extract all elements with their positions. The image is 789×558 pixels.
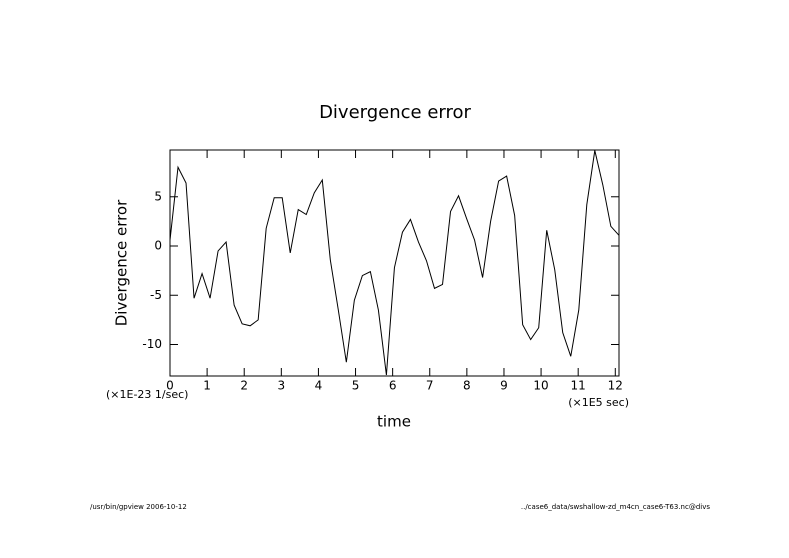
x-tick-label: 4 [315, 379, 323, 393]
x-tick-label: 0 [166, 379, 174, 393]
x-tick-label: 2 [240, 379, 248, 393]
x-tick-label: 12 [608, 379, 623, 393]
x-unit: (×1E5 sec) [568, 396, 629, 409]
x-tick-label: 11 [571, 379, 586, 393]
x-tick-label: 8 [463, 379, 471, 393]
data-line [169, 150, 620, 376]
x-tick-label: 9 [500, 379, 508, 393]
y-tick-label: -5 [150, 288, 162, 302]
footer-right: ../case6_data/swshallow-zd_m4cn_case6-T6… [521, 503, 710, 511]
y-tick-label: 0 [154, 239, 162, 253]
y-axis-label: Divergence error [113, 199, 131, 326]
y-tick-label: -10 [142, 337, 162, 351]
y-tick-label: 5 [154, 189, 162, 203]
x-tick-label: 7 [426, 379, 434, 393]
plot-frame [169, 149, 620, 377]
y-unit: (×1E-23 1/sec) [106, 388, 188, 401]
x-axis-label: time [377, 413, 411, 431]
footer-left: /usr/bin/gpview 2006-10-12 [90, 503, 187, 511]
x-tick-label: 1 [203, 379, 211, 393]
chart-title: Divergence error [319, 102, 471, 123]
x-tick-label: 10 [533, 379, 548, 393]
x-tick-label: 5 [352, 379, 360, 393]
x-tick-label: 6 [389, 379, 397, 393]
x-tick-label: 3 [278, 379, 286, 393]
